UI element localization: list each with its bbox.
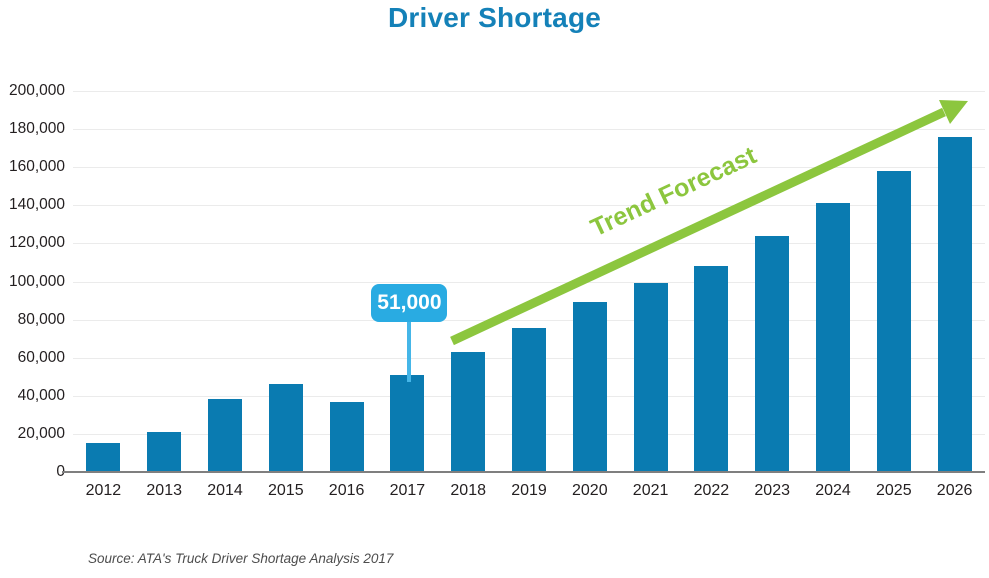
y-tick-label: 60,000 [17,348,65,366]
bar-2017 [390,374,425,472]
bar-2018 [451,351,486,472]
gridline [73,129,985,131]
x-tick-label: 2016 [328,482,365,499]
y-tick-label: 120,000 [8,234,65,252]
bar-2026 [937,136,972,472]
x-axis-line [62,471,985,473]
bar-2014 [208,398,242,472]
bar-2022 [694,266,729,472]
x-tick-label: 2014 [207,482,243,499]
callout-leader-line [407,320,412,382]
y-tick-label: 80,000 [17,310,65,328]
bar-2019 [512,328,546,472]
x-tick-label: 2025 [876,482,912,499]
x-tick-label: 2013 [146,482,182,499]
x-tick-label: 2019 [511,482,547,499]
bar-2020 [572,301,607,472]
y-tick-label: 160,000 [8,158,65,176]
y-tick-label: 180,000 [8,120,65,138]
value-callout: 51,000 [371,284,448,322]
bar-2012 [86,443,121,472]
source-attribution: Source: ATA's Truck Driver Shortage Anal… [88,551,394,566]
bar-2025 [876,171,911,472]
x-tick-label: 2021 [632,482,669,499]
bar-2013 [147,431,182,472]
y-tick-label: 40,000 [17,386,65,404]
bar-2023 [755,235,790,472]
bar-2015 [268,384,303,472]
gridline [73,167,985,169]
x-tick-label: 2012 [85,482,122,499]
x-tick-label: 2020 [572,482,608,499]
chart-title: Driver Shortage [387,2,602,33]
x-tick-label: 2018 [450,482,486,499]
x-tick-label: 2022 [693,482,730,499]
x-tick-label: 2023 [754,482,790,499]
bar-2021 [633,283,668,472]
y-tick-label: 200,000 [8,82,65,99]
y-tick-label: 100,000 [8,272,65,290]
bar-2024 [816,203,850,472]
x-tick-label: 2026 [936,482,973,499]
x-tick-label: 2024 [815,482,851,499]
y-tick-label: 140,000 [8,196,65,214]
y-tick-label: 20,000 [17,424,65,442]
y-tick-label: 0 [56,463,65,480]
x-tick-label: 2015 [268,482,304,499]
bar-2016 [329,402,364,472]
gridline [73,91,985,92]
x-tick-label: 2017 [389,482,426,499]
